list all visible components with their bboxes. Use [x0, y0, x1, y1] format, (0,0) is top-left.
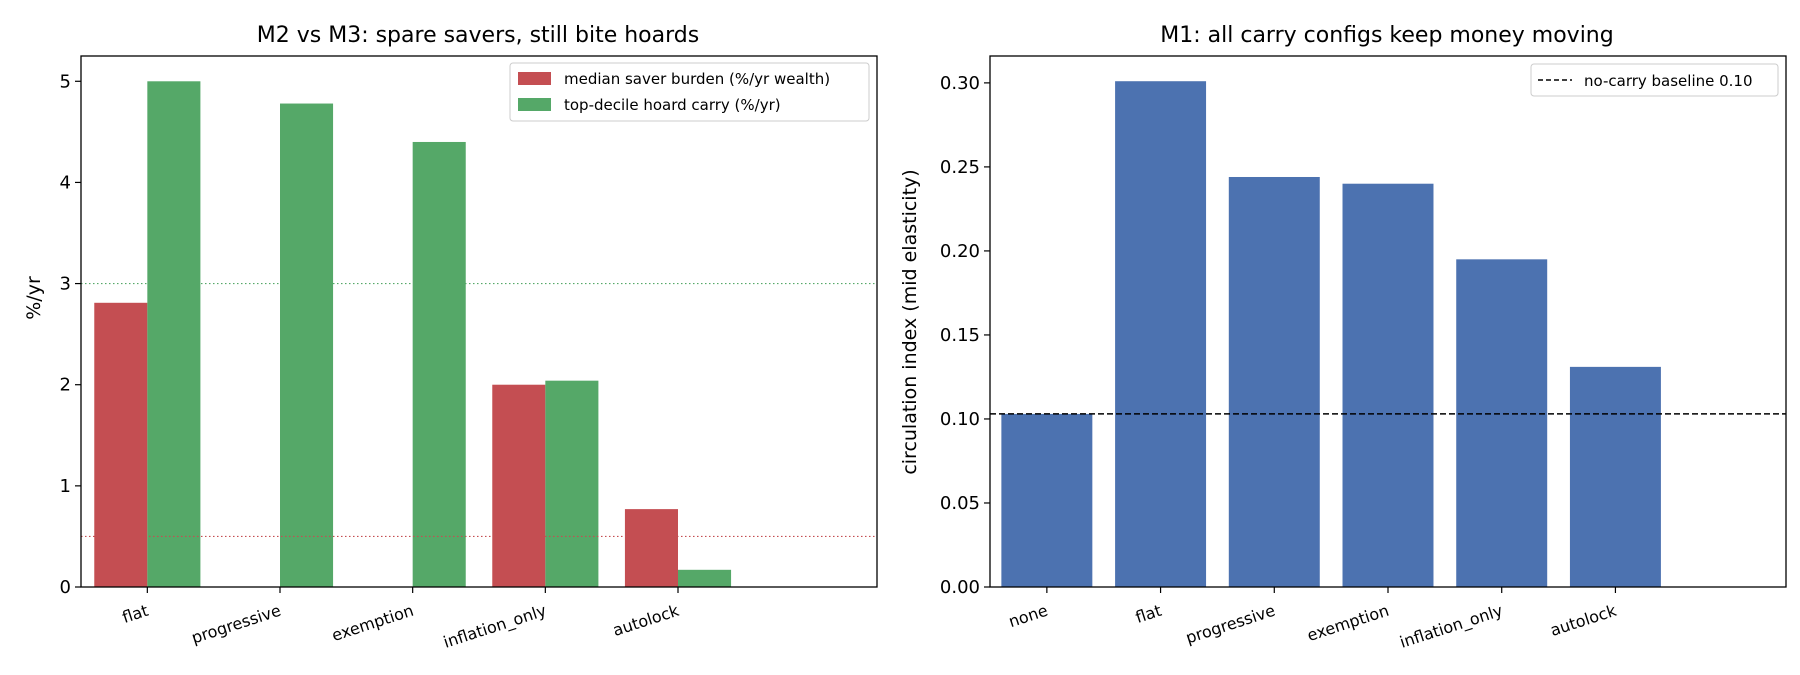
bar-autolock-s1: [678, 569, 732, 587]
x-tick-label-autolock: autolock: [1548, 601, 1620, 640]
bar-autolock: [1569, 366, 1661, 587]
y-tick-label: 0.30: [940, 73, 980, 94]
x-tick-label-none: none: [1006, 601, 1050, 631]
x-tick-label-inflation_only: inflation_only: [1397, 601, 1505, 653]
y-ticks-layer: 0 1 2 3 4 5: [60, 71, 81, 598]
legend-label-saver: median saver burden (%/yr wealth): [564, 70, 830, 88]
chart-title: M2 vs M3: spare savers, still bite hoard…: [257, 23, 699, 48]
legend: no-carry baseline 0.10: [1530, 63, 1779, 97]
x-tick-label-flat: flat: [120, 601, 151, 627]
reference-lines-layer: [81, 282, 877, 538]
legend-frame: [1530, 63, 1779, 97]
x-tick-label-autolock: autolock: [610, 601, 682, 640]
legend-label-hoard: top-decile hoard carry (%/yr): [564, 96, 781, 114]
y-tick-label: 1: [60, 476, 71, 497]
y-tick-label: 5: [60, 71, 71, 92]
legend-label-baseline: no-carry baseline 0.10: [1584, 72, 1753, 90]
y-tick-label: 0.05: [940, 493, 980, 514]
y-tick-label: 2: [60, 375, 71, 396]
bar-flat-s1: [147, 81, 201, 587]
legend-frame: [509, 62, 870, 122]
x-tick-label-exemption: exemption: [329, 601, 416, 645]
y-ticks-layer: 0.00 0.05 0.10 0.15 0.20 0.25 0.30: [940, 73, 990, 598]
x-tick-label-inflation_only: inflation_only: [441, 601, 549, 653]
bar-none: [1001, 413, 1093, 587]
bar-inflation_only: [1456, 259, 1548, 587]
y-tick-label: 0.25: [940, 157, 980, 178]
bar-progressive: [1228, 176, 1320, 588]
chart-saver-vs-hoard: M2 vs M3: spare savers, still bite hoard…: [23, 23, 878, 653]
y-axis-label: %/yr: [23, 276, 45, 320]
x-tick-label-exemption: exemption: [1305, 601, 1392, 645]
plot-frame: [80, 55, 878, 588]
bar-flat-s0: [94, 302, 148, 587]
x-tick-label-progressive: progressive: [1183, 601, 1277, 648]
legend: median saver burden (%/yr wealth) top-de…: [509, 62, 870, 122]
y-axis-label: circulation index (mid elasticity): [899, 169, 921, 474]
y-tick-label: 4: [60, 172, 71, 193]
legend-swatch-saver: [518, 72, 551, 85]
x-ticks-layer: none flat progressive exemption inflation_on…: [1006, 587, 1619, 653]
x-tick-label-flat: flat: [1133, 601, 1164, 627]
bar-flat: [1115, 81, 1207, 588]
chart-circulation-index: M1: all carry configs keep money moving …: [899, 23, 1787, 653]
x-ticks-layer: flat progressive exemption inflation_only au…: [120, 587, 682, 653]
bar-autolock-s0: [624, 509, 678, 587]
y-tick-label: 0.10: [940, 409, 980, 430]
bar-inflation_only-s1: [545, 380, 599, 587]
bar-progressive-s1: [280, 103, 334, 587]
bar-exemption-s1: [412, 141, 466, 587]
y-tick-label: 0.15: [940, 325, 980, 346]
y-tick-label: 3: [60, 274, 71, 295]
bars-layer: [94, 81, 732, 587]
bar-inflation_only-s0: [492, 384, 546, 587]
y-tick-label: 0.00: [940, 577, 980, 598]
legend-swatch-hoard: [518, 98, 551, 111]
y-tick-label: 0.20: [940, 241, 980, 262]
x-tick-label-progressive: progressive: [189, 601, 283, 648]
bar-exemption: [1342, 183, 1434, 587]
chart-title: M1: all carry configs keep money moving: [1160, 23, 1613, 48]
y-tick-label: 0: [60, 577, 71, 598]
bars-layer: [1001, 81, 1661, 588]
